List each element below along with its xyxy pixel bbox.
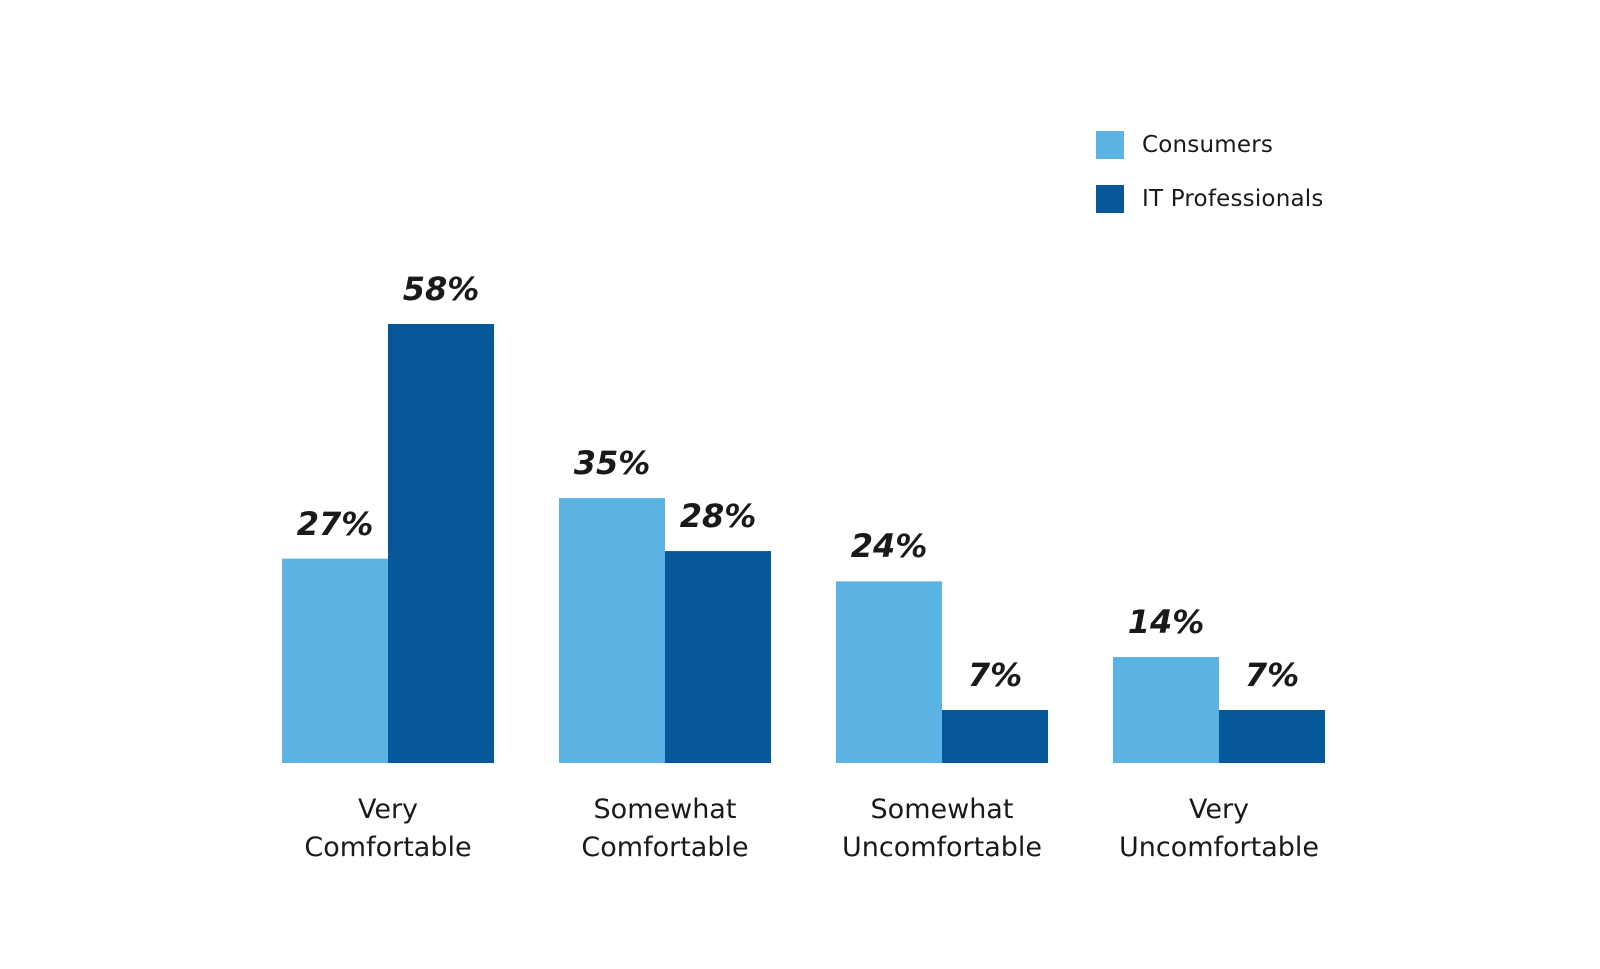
- category-label-line: Uncomfortable: [1118, 832, 1320, 863]
- category-label-line: Somewhat: [593, 794, 737, 825]
- bar-it-professionals-3: [1219, 710, 1325, 763]
- bar-consumers-0: [282, 558, 388, 763]
- category-label-line: Very: [357, 794, 419, 825]
- value-label-it-professionals-1: 28%: [679, 497, 757, 536]
- bar-it-professionals-1: [665, 551, 771, 763]
- category-label-line: Very: [1188, 794, 1250, 825]
- category-label-3: Very Uncomfortable: [1079, 791, 1359, 867]
- bar-consumers-2: [836, 581, 942, 763]
- category-label-0: Very Comfortable: [248, 791, 528, 867]
- value-label-consumers-2: 24%: [850, 527, 928, 566]
- category-label-1: Somewhat Comfortable: [525, 791, 805, 867]
- legend-label-it-professionals: IT Professionals: [1142, 186, 1324, 212]
- legend-swatch-consumers: [1096, 131, 1124, 159]
- legend-item-consumers: Consumers: [1096, 128, 1324, 162]
- category-label-line: Somewhat: [870, 794, 1014, 825]
- legend: Consumers IT Professionals: [1096, 128, 1324, 236]
- bar-it-professionals-2: [942, 710, 1048, 763]
- value-label-it-professionals-0: 58%: [402, 270, 480, 308]
- legend-swatch-it-professionals: [1096, 185, 1124, 213]
- value-label-consumers-1: 35%: [573, 444, 651, 483]
- legend-label-consumers: Consumers: [1142, 132, 1274, 158]
- category-label-line: Comfortable: [581, 832, 749, 863]
- bar-consumers-3: [1113, 657, 1219, 763]
- value-label-consumers-0: 27%: [296, 504, 374, 543]
- legend-item-it-professionals: IT Professionals: [1096, 182, 1324, 216]
- value-label-it-professionals-3: 7%: [1244, 656, 1300, 695]
- category-label-line: Uncomfortable: [841, 832, 1043, 863]
- bar-consumers-1: [559, 498, 665, 763]
- value-label-it-professionals-2: 7%: [967, 656, 1023, 695]
- category-label-2: Somewhat Uncomfortable: [802, 791, 1082, 867]
- category-label-line: Comfortable: [304, 832, 472, 863]
- value-label-consumers-3: 14%: [1127, 603, 1205, 642]
- bar-it-professionals-0: [388, 324, 494, 763]
